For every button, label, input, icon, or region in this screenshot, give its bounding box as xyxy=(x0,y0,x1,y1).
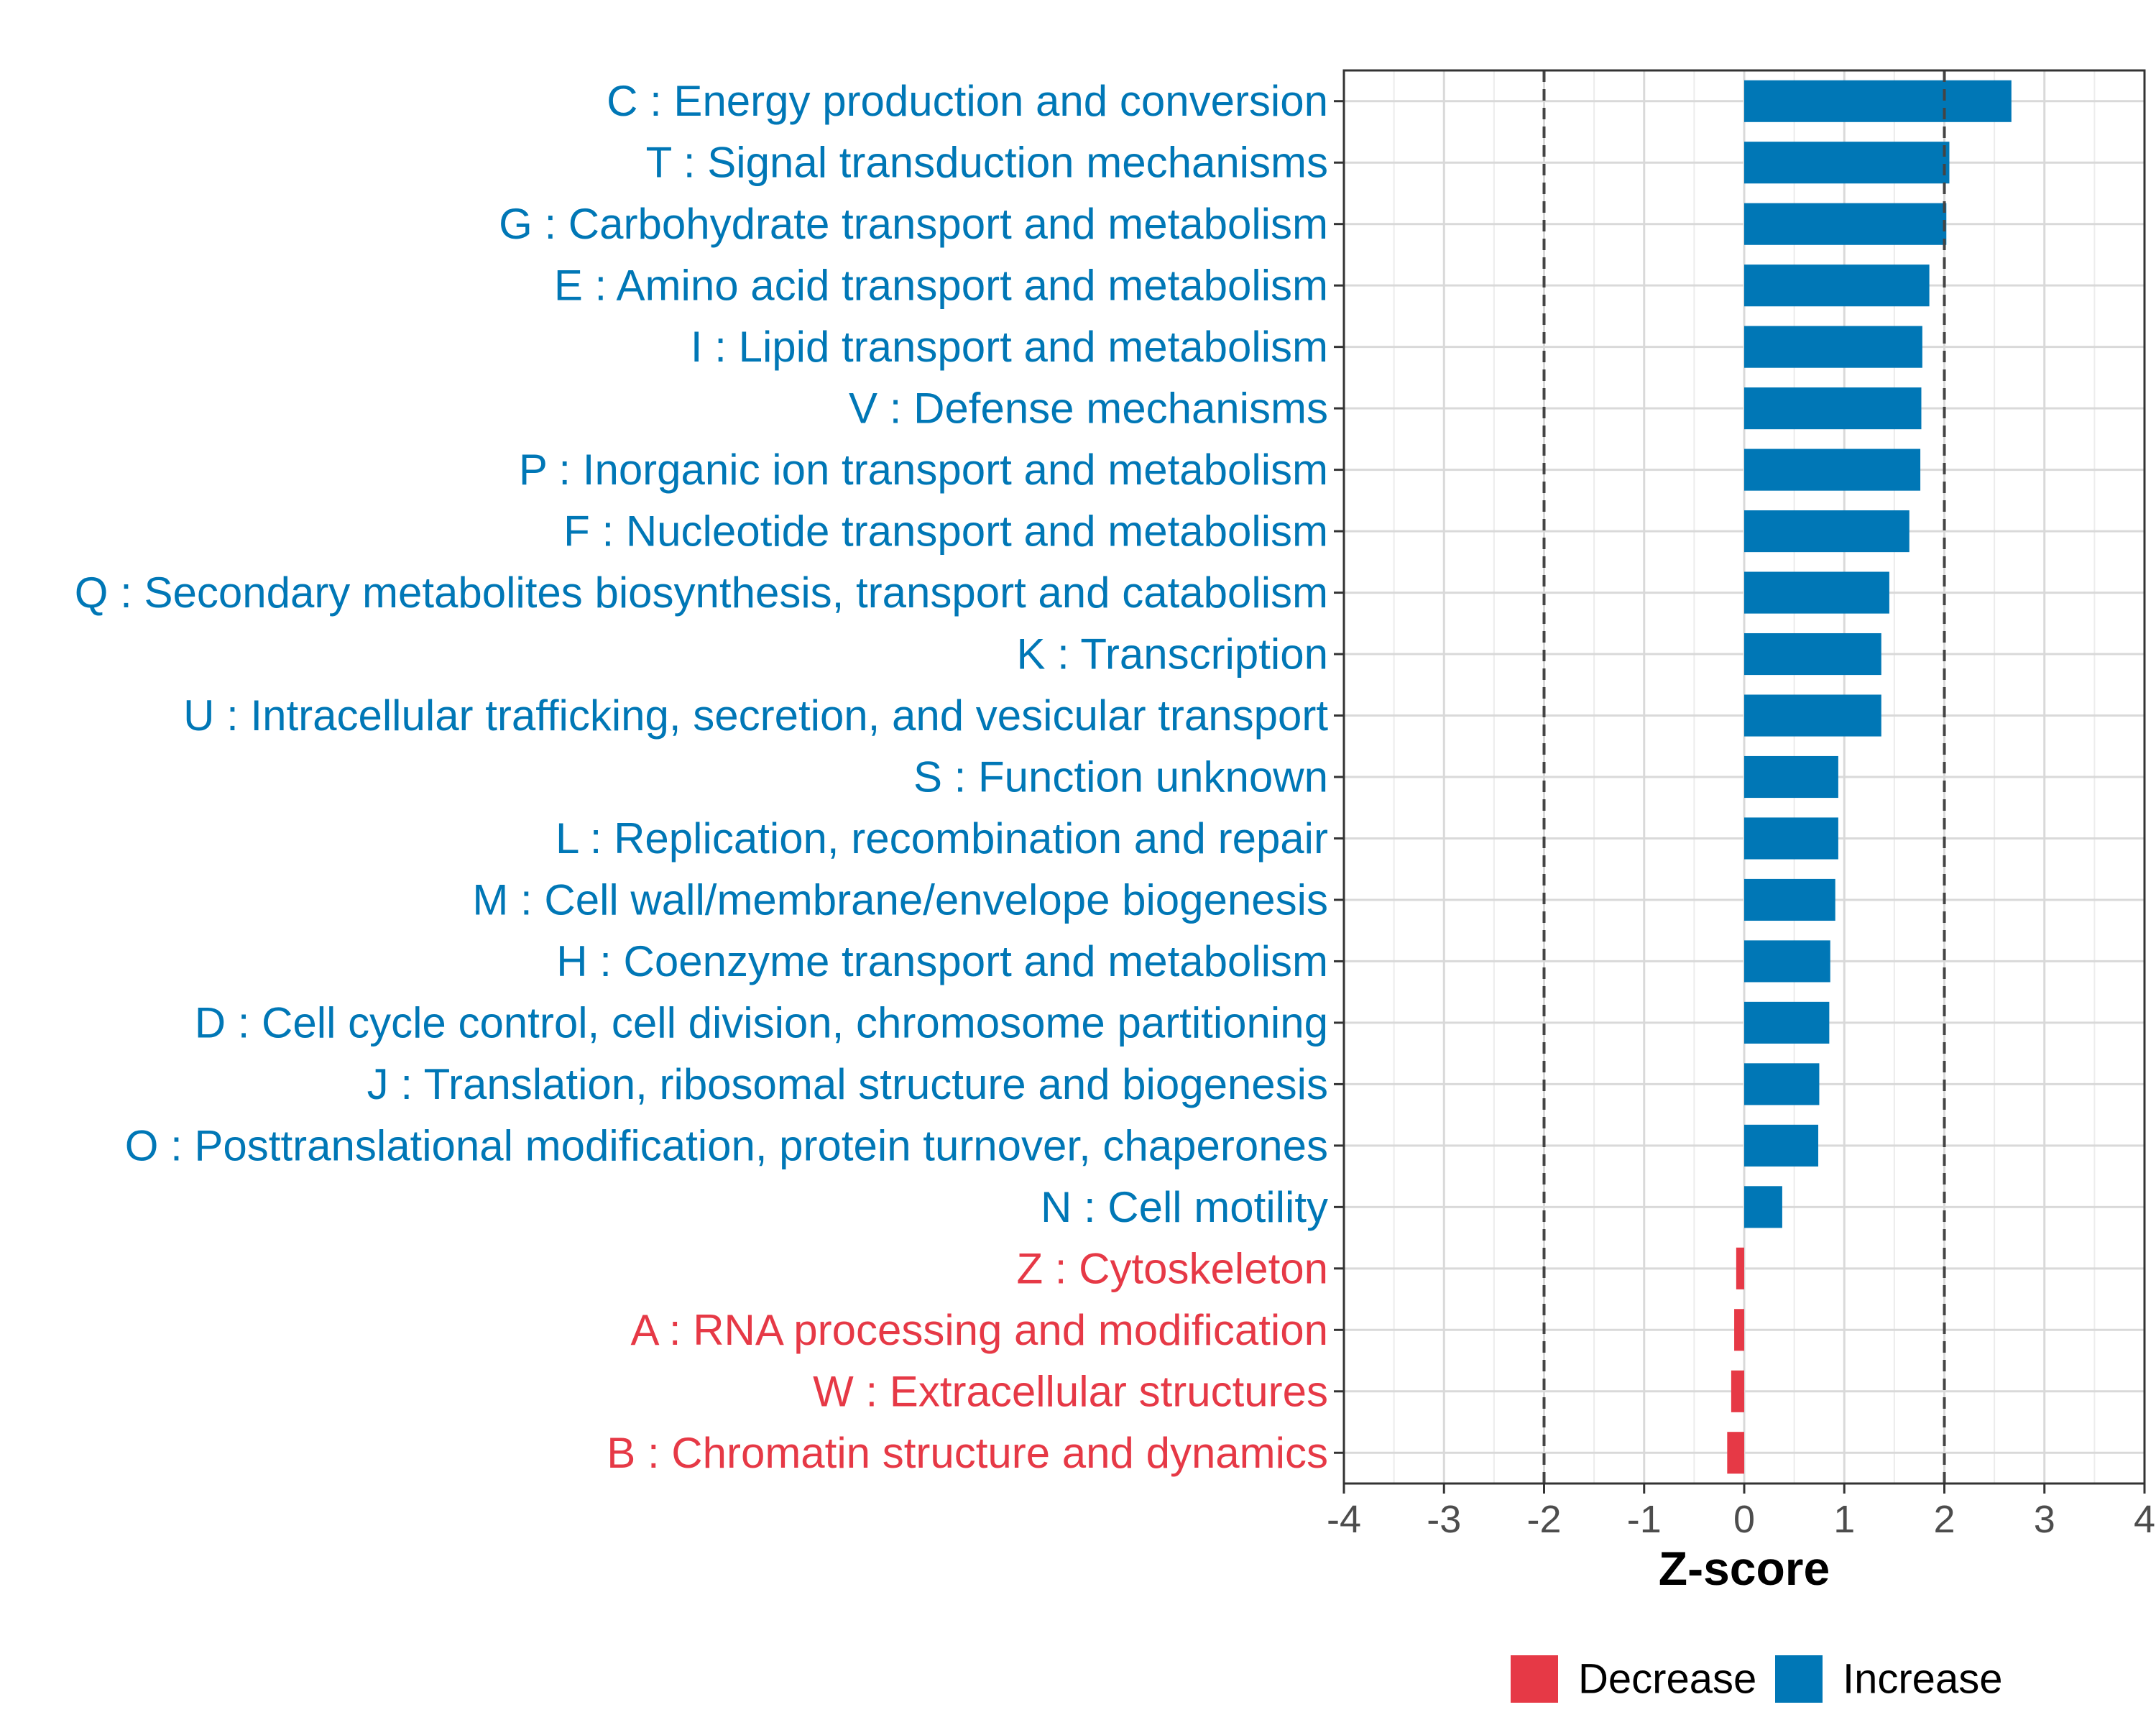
bar-16 xyxy=(1744,1001,1830,1044)
category-label: L : Replication, recombination and repai… xyxy=(556,814,1328,862)
x-tick-label: 4 xyxy=(2134,1498,2155,1541)
category-label: J : Translation, ribosomal structure and… xyxy=(367,1060,1328,1108)
bar-4 xyxy=(1744,264,1930,307)
category-label: N : Cell motility xyxy=(1041,1183,1328,1231)
category-label: O : Posttranslational modification, prot… xyxy=(125,1121,1328,1169)
bar-17 xyxy=(1744,1063,1820,1105)
category-label: F : Nucleotide transport and metabolism xyxy=(563,507,1328,556)
x-tick-label: -3 xyxy=(1427,1498,1461,1541)
bar-10 xyxy=(1744,632,1881,676)
category-label: K : Transcription xyxy=(1016,630,1328,678)
bar-15 xyxy=(1744,940,1830,983)
bar-9 xyxy=(1744,571,1889,614)
category-label: E : Amino acid transport and metabolism xyxy=(554,262,1328,310)
legend-label-increase: Increase xyxy=(1843,1656,2002,1703)
bar-20 xyxy=(1736,1247,1744,1289)
category-label: M : Cell wall/membrane/envelope biogenes… xyxy=(472,875,1328,924)
category-label: U : Intracellular trafficking, secretion… xyxy=(183,691,1328,740)
bar-13 xyxy=(1744,817,1838,860)
bar-1 xyxy=(1744,80,2012,122)
category-label: V : Defense mechanisms xyxy=(849,385,1328,433)
x-tick-label: 2 xyxy=(1933,1498,1955,1541)
bar-22 xyxy=(1731,1370,1744,1412)
x-tick-label: 3 xyxy=(2034,1498,2055,1541)
category-label: W : Extracellular structures xyxy=(813,1367,1328,1415)
category-label: P : Inorganic ion transport and metaboli… xyxy=(519,446,1328,494)
bars xyxy=(1727,80,2012,1474)
bar-5 xyxy=(1744,326,1922,368)
bar-18 xyxy=(1744,1124,1819,1167)
x-tick-label: -1 xyxy=(1627,1498,1662,1541)
x-axis-ticks: -4 -3 -2 -1 0 1 2 3 4 xyxy=(1327,1484,2155,1541)
x-tick-label: -4 xyxy=(1327,1498,1361,1541)
bar-14 xyxy=(1744,878,1835,921)
category-label: I : Lipid transport and metabolism xyxy=(691,323,1328,371)
bar-3 xyxy=(1744,203,1947,245)
y-axis-category-labels: C : Energy production and conversion T : … xyxy=(75,77,1329,1477)
category-label: B : Chromatin structure and dynamics xyxy=(607,1429,1328,1477)
category-label: G : Carbohydrate transport and metabolis… xyxy=(499,200,1328,248)
category-label: D : Cell cycle control, cell division, c… xyxy=(195,998,1328,1046)
category-label: Q : Secondary metabolites biosynthesis, … xyxy=(75,569,1328,617)
legend: Decrease Increase xyxy=(1511,1655,2002,1703)
x-tick-label: 1 xyxy=(1833,1498,1855,1541)
bar-7 xyxy=(1744,448,1921,491)
category-label: Z : Cytoskeleton xyxy=(1016,1244,1328,1292)
category-label: H : Coenzyme transport and metabolism xyxy=(556,937,1328,985)
legend-key-increase xyxy=(1775,1655,1823,1703)
reference-lines xyxy=(1542,70,1946,1484)
category-label: T : Signal transduction mechanisms xyxy=(646,139,1328,187)
legend-key-decrease xyxy=(1511,1655,1558,1703)
category-label: S : Function unknown xyxy=(913,753,1328,801)
bar-6 xyxy=(1744,387,1922,430)
bar-23 xyxy=(1727,1432,1744,1474)
x-axis-title: Z-score xyxy=(1659,1542,1830,1595)
category-label: C : Energy production and conversion xyxy=(607,77,1328,125)
bar-11 xyxy=(1744,694,1881,737)
bar-12 xyxy=(1744,755,1838,799)
x-tick-label: -2 xyxy=(1526,1498,1561,1541)
y-axis-ticks xyxy=(1334,100,1344,1454)
bar-19 xyxy=(1744,1186,1782,1228)
bar-8 xyxy=(1744,510,1909,553)
legend-label-decrease: Decrease xyxy=(1578,1656,1756,1703)
x-tick-label: 0 xyxy=(1733,1498,1755,1541)
bar-21 xyxy=(1734,1309,1744,1351)
category-label: A : RNA processing and modification xyxy=(630,1306,1328,1354)
bar-2 xyxy=(1744,142,1950,184)
